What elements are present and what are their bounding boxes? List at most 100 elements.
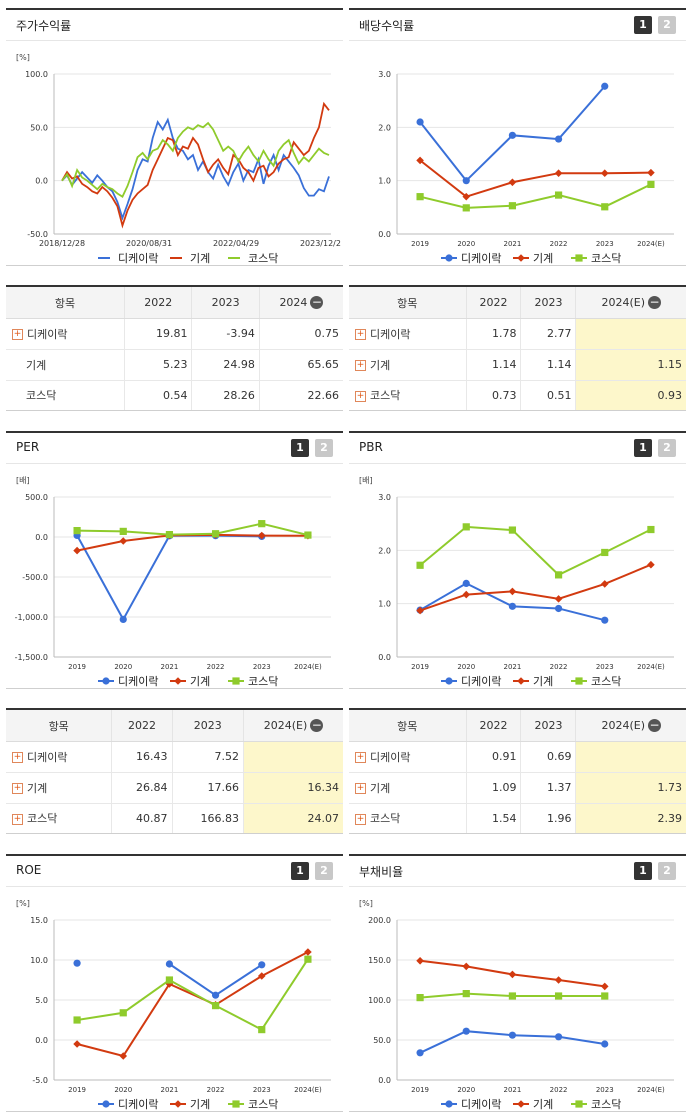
x-tick-label: 2019 [411, 240, 429, 248]
collapse-icon[interactable]: − [310, 295, 324, 310]
expand-icon[interactable]: + [355, 783, 366, 795]
col-header: 2022 [466, 287, 522, 319]
data-point [508, 1031, 517, 1039]
cell: 166.83 [172, 803, 244, 833]
col-header-label: 2024 [279, 295, 308, 309]
expand-icon[interactable]: + [12, 752, 23, 764]
collapse-icon[interactable]: − [647, 718, 661, 733]
data-point [416, 118, 424, 126]
data-point [258, 1026, 266, 1034]
y-tick-label: 10.0 [30, 956, 48, 965]
y-tick-label: 0.0 [35, 177, 48, 186]
per-chart: [배] 500.0 0.0 -500.0 -1,000.0 -1,500.0 2019 202… [15, 476, 331, 688]
panel-header: PER 1 2 [6, 433, 343, 464]
data-point [508, 587, 517, 596]
cell: 2.77 [520, 318, 577, 350]
col-header: 2022 [124, 287, 193, 319]
cell: 40.87 [111, 803, 173, 833]
table-row: + 디케이락 1.78 2.77 [349, 318, 686, 350]
x-tick-label: 2022 [207, 1086, 225, 1094]
x-tick-label: 2023 [596, 240, 614, 248]
data-point [119, 1052, 128, 1060]
data-point [119, 527, 127, 535]
collapse-icon[interactable]: − [310, 718, 324, 733]
y-tick-label: 200.0 [368, 916, 391, 925]
view-1-button[interactable]: 1 [291, 439, 309, 457]
data-point [508, 992, 517, 1000]
col-header: 2024− [259, 287, 343, 319]
expand-icon[interactable]: + [355, 752, 366, 764]
view-1-button[interactable]: 1 [291, 862, 309, 880]
expand-icon[interactable]: + [12, 813, 23, 825]
data-point [508, 526, 517, 534]
view-1-button[interactable]: 1 [634, 862, 652, 880]
collapse-icon[interactable]: − [647, 295, 661, 310]
cell: 0.93 [575, 380, 686, 410]
x-tick-label: 2020 [114, 663, 132, 671]
data-point [508, 202, 517, 210]
stock-return-panel: 주가수익률 [%] 100.0 50.0 0.0 -50.0 2018/12/28 2020… [6, 8, 343, 266]
series-line [419, 563, 652, 612]
y-tick-label: 0.0 [378, 230, 391, 239]
legend-label: 기계 [533, 1098, 553, 1111]
panel-header: 부채비율 1 2 [349, 856, 686, 887]
y-tick-label: 1.0 [378, 177, 391, 186]
cell: 0.91 [466, 741, 522, 773]
cell: 1.14 [466, 349, 522, 381]
cell: 0.51 [520, 380, 577, 410]
debt-ratio-chart: [%] 200.0 150.0 100.0 50.0 0.0 2019 2020 2021 202… [359, 899, 674, 1111]
data-point [102, 1100, 110, 1108]
table-row: + 기계 1.09 1.37 1.73 [349, 772, 686, 804]
data-point [601, 82, 609, 90]
data-point [258, 961, 266, 969]
y-tick-label: 2.0 [378, 546, 391, 555]
data-point [73, 1040, 81, 1048]
data-point [554, 169, 563, 177]
view-2-button[interactable]: 2 [658, 439, 676, 457]
data-point [73, 527, 81, 535]
data-point [462, 1027, 470, 1035]
view-1-button[interactable]: 1 [634, 439, 652, 457]
panel-title: ROE [16, 863, 42, 877]
data-point [304, 955, 312, 963]
col-header: 항목 [349, 710, 467, 742]
row-label: 기계 [370, 358, 391, 372]
y-tick-label: 0.0 [378, 1076, 391, 1085]
per-panel: PER 1 2 [배] 500.0 0.0 -500.0 -1,000.0 -1,500.… [6, 431, 343, 689]
view-2-button[interactable]: 2 [658, 862, 676, 880]
y-tick-label: -50.0 [27, 230, 48, 239]
cell: 22.66 [307, 388, 340, 402]
row-label: 기계 [370, 781, 391, 795]
x-tick-label: 2023 [596, 663, 614, 671]
legend-label: 디케이락 [118, 675, 158, 688]
col-header: 항목 [6, 287, 126, 319]
col-header: 항목 [349, 287, 467, 319]
table-row: + 기계 26.84 17.66 16.34 [6, 772, 343, 804]
expand-icon[interactable]: + [355, 390, 366, 402]
y-unit-label: [%] [16, 899, 30, 908]
panel-title: 주가수익률 [16, 19, 72, 33]
data-point [445, 254, 453, 262]
data-point [647, 525, 655, 534]
legend-label: 코스닥 [591, 1098, 621, 1111]
data-point [462, 962, 471, 971]
cell: 24.98 [191, 349, 260, 381]
data-point [554, 595, 563, 603]
series-line [61, 121, 330, 198]
expand-icon[interactable]: + [355, 360, 366, 372]
view-1-button[interactable]: 1 [634, 16, 652, 34]
expand-icon[interactable]: + [12, 329, 23, 341]
expand-icon[interactable]: + [355, 329, 366, 341]
dividend-yield-panel: 배당수익률 1 2 3.0 2.0 1.0 0.0 2019 2020 2021 2022 20… [349, 8, 686, 266]
x-tick-label: 2024(E) [294, 663, 322, 671]
view-2-button[interactable]: 2 [658, 16, 676, 34]
y-tick-label: 0.0 [35, 1036, 48, 1045]
data-point [211, 530, 220, 538]
pbr-panel: PBR 1 2 [배] 3.0 2.0 1.0 0.0 2019 2020 2021 2022 2… [349, 431, 686, 689]
col-header-label: 2024(E) [601, 718, 645, 732]
expand-icon[interactable]: + [12, 783, 23, 795]
view-2-button[interactable]: 2 [315, 862, 333, 880]
row-label: 디케이락 [370, 750, 411, 764]
view-2-button[interactable]: 2 [315, 439, 333, 457]
expand-icon[interactable]: + [355, 813, 366, 825]
